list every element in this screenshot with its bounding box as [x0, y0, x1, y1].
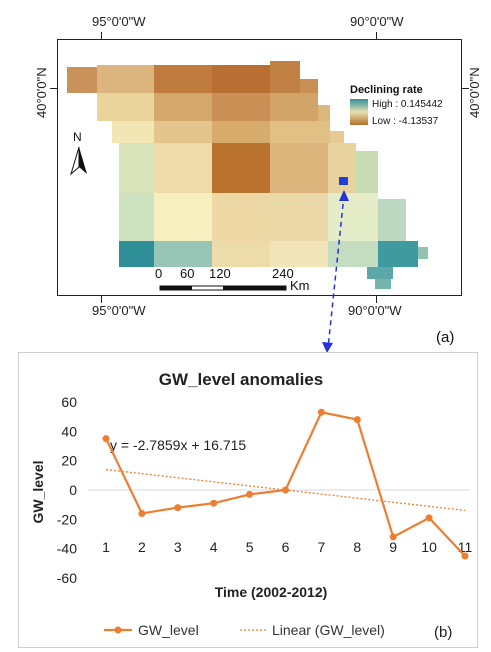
panel-label-b: (b) — [434, 624, 452, 641]
frame-tick — [462, 88, 469, 89]
coord-top-right: 90°0'0"W — [350, 14, 404, 29]
data-point — [353, 416, 361, 424]
legend-trend-label: Linear (GW_level) — [272, 622, 385, 638]
x-tick-label: 1 — [102, 539, 110, 555]
x-tick-label: 10 — [421, 539, 437, 555]
data-point — [282, 486, 289, 494]
x-tick-label: 8 — [353, 539, 361, 555]
x-tick-label: 7 — [318, 539, 326, 555]
y-axis-label: GW_level — [30, 460, 46, 523]
legend-high-label: High : 0.145442 — [372, 99, 443, 110]
north-label: N — [73, 130, 82, 144]
data-point — [317, 408, 325, 416]
scale-tick-label: 120 — [209, 266, 231, 281]
state-raster — [67, 61, 428, 289]
frame-tick — [376, 32, 377, 39]
legend-series-marker — [114, 626, 122, 634]
data-point — [210, 499, 218, 507]
x-tick-label: 6 — [282, 539, 290, 555]
data-point — [246, 490, 254, 498]
coord-bottom-left: 95°0'0"W — [92, 303, 146, 318]
data-point — [102, 435, 110, 443]
scale-unit: Km — [290, 278, 310, 293]
y-tick-label: -40 — [57, 541, 77, 557]
y-tick-label: 40 — [61, 423, 77, 439]
x-tick-label: 3 — [174, 539, 182, 555]
x-axis-label: Time (2002-2012) — [215, 584, 328, 600]
x-tick-label: 5 — [246, 539, 254, 555]
coord-top-left: 95°0'0"W — [92, 14, 146, 29]
scale-bar — [159, 285, 287, 291]
series-line-gw-level — [105, 411, 466, 557]
y-tick-label: 0 — [69, 482, 77, 498]
scale-tick-label: 60 — [180, 266, 195, 281]
frame-tick — [101, 32, 102, 39]
y-tick-label: 60 — [61, 394, 77, 410]
y-tick-label: -60 — [57, 570, 77, 586]
legend-low-label: Low : -4.13537 — [372, 116, 439, 127]
coord-bottom-right: 90°0'0"W — [348, 303, 402, 318]
y-tick-label: 20 — [61, 453, 77, 469]
trend-equation: y = -2.7859x + 16.715 — [110, 437, 246, 453]
data-point — [174, 504, 182, 512]
frame-tick — [376, 296, 377, 303]
x-tick-label: 2 — [138, 539, 146, 555]
data-point — [425, 514, 433, 522]
legend-gradient — [350, 99, 368, 125]
gw-level-chart: GW_level anomalies GW_level Time (2002-2… — [30, 370, 472, 641]
legend-series-label: GW_level — [138, 622, 199, 638]
chart-title: GW_level anomalies — [159, 370, 323, 389]
declining-rate-raster-map — [67, 61, 428, 291]
panel-label-a: (a) — [436, 329, 455, 346]
y-tick-label: -20 — [57, 511, 77, 527]
north-arrow-icon — [70, 146, 87, 176]
highlighted-cell — [339, 177, 348, 185]
x-tick-label: 9 — [389, 539, 397, 555]
data-point — [461, 552, 469, 560]
map-frame — [57, 39, 462, 296]
data-point — [138, 509, 146, 517]
data-point — [389, 533, 397, 541]
x-tick-label: 4 — [210, 539, 218, 555]
chart-panel-frame — [18, 352, 478, 648]
frame-tick — [50, 88, 57, 89]
scale-tick-label: 240 — [272, 266, 294, 281]
scale-tick-label: 0 — [155, 266, 163, 281]
frame-tick — [101, 296, 102, 303]
legend-title: Declining rate — [350, 84, 423, 96]
